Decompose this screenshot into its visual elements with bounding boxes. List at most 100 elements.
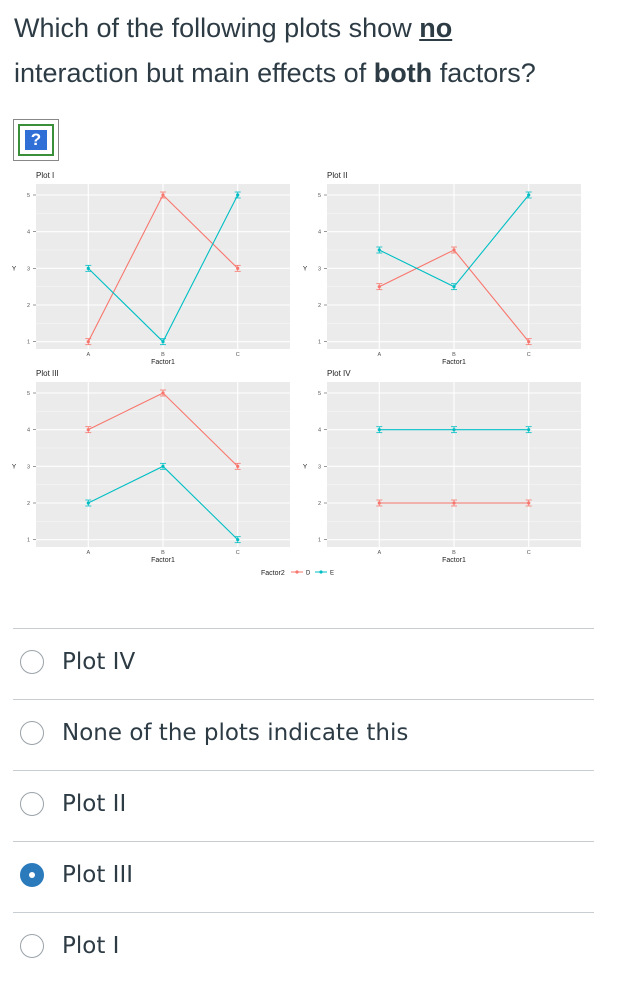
legend-swatch-point [319, 570, 323, 574]
y-tick-label: 3 [318, 464, 321, 470]
x-axis-label: Factor1 [151, 557, 175, 564]
radio-none[interactable] [20, 721, 44, 745]
y-tick-label: 1 [318, 340, 321, 346]
option-label: Plot IV [62, 649, 136, 675]
data-point [161, 391, 165, 395]
data-point [86, 266, 90, 270]
option-plot-i[interactable]: Plot I [20, 925, 580, 969]
legend-title: Factor2 [261, 570, 285, 577]
y-tick-label: 4 [318, 230, 321, 236]
option-plot-iv[interactable]: Plot IV [20, 641, 580, 685]
legend-item-label: E [330, 571, 334, 577]
option-label: Plot II [62, 791, 127, 817]
option-plot-ii[interactable]: Plot II [20, 783, 580, 827]
data-point [452, 285, 456, 289]
x-tick-label: B [452, 550, 456, 556]
data-point [377, 501, 381, 505]
option-label: None of the plots indicate this [62, 720, 409, 746]
plot-panel: Plot III 1 2 3 4 5 A B C Factor1 Y [12, 369, 290, 564]
data-point [236, 193, 240, 197]
y-axis-label: Y [12, 463, 17, 470]
y-tick-label: 3 [27, 464, 30, 470]
data-point [86, 428, 90, 432]
plot-title: Plot II [327, 171, 347, 180]
data-point [161, 193, 165, 197]
radio-plot-ii[interactable] [20, 792, 44, 816]
y-tick-label: 4 [27, 428, 30, 434]
data-point [86, 501, 90, 505]
x-tick-label: C [527, 550, 531, 556]
data-point [236, 538, 240, 542]
y-tick-label: 3 [318, 266, 321, 272]
help-button[interactable]: ? [13, 119, 59, 161]
x-tick-label: A [86, 550, 90, 556]
y-tick-label: 4 [27, 230, 30, 236]
divider [13, 770, 594, 771]
y-axis-label: Y [303, 463, 308, 470]
radio-plot-iii[interactable] [20, 863, 44, 887]
question-emph-no: no [419, 13, 453, 43]
x-tick-label: C [527, 352, 531, 358]
plot-title: Plot I [36, 171, 54, 180]
radio-plot-iv[interactable] [20, 650, 44, 674]
data-point [236, 266, 240, 270]
y-tick-label: 1 [27, 538, 30, 544]
question-emph-both: both [373, 58, 433, 88]
data-point [377, 285, 381, 289]
help-frame: ? [18, 124, 54, 156]
data-point [86, 340, 90, 344]
option-label: Plot III [62, 862, 134, 888]
x-axis-label: Factor1 [442, 359, 466, 366]
option-label: Plot I [62, 933, 120, 959]
data-point [527, 193, 531, 197]
data-point [236, 464, 240, 468]
data-point [377, 248, 381, 252]
y-tick-label: 3 [27, 266, 30, 272]
data-point [452, 501, 456, 505]
option-plot-iii[interactable]: Plot III [20, 854, 580, 898]
x-tick-label: C [236, 550, 240, 556]
x-axis-label: Factor1 [442, 557, 466, 564]
divider [13, 628, 594, 629]
y-tick-label: 5 [318, 391, 321, 397]
option-none[interactable]: None of the plots indicate this [20, 712, 580, 756]
data-point [527, 428, 531, 432]
data-point [527, 340, 531, 344]
data-point [377, 428, 381, 432]
plot-title: Plot IV [327, 369, 351, 378]
plot-panel: Plot IV 1 2 3 4 5 A B C Factor1 Y [303, 369, 581, 564]
x-tick-label: B [161, 352, 165, 358]
x-tick-label: A [377, 550, 381, 556]
y-tick-label: 2 [27, 303, 30, 309]
x-tick-label: B [452, 352, 456, 358]
x-tick-label: C [236, 352, 240, 358]
y-tick-label: 2 [318, 303, 321, 309]
question-part3: factors? [432, 58, 536, 88]
y-tick-label: 5 [318, 193, 321, 199]
y-tick-label: 2 [318, 501, 321, 507]
data-point [161, 340, 165, 344]
x-tick-label: A [377, 352, 381, 358]
help-question-icon: ? [25, 130, 47, 150]
plot-panel: Plot II 1 2 3 4 5 A B C Factor1 Y [303, 171, 581, 366]
plot-title: Plot III [36, 369, 59, 378]
plot-panel: Plot I 1 2 3 4 5 A B C Factor1 Y [12, 171, 290, 366]
x-axis-label: Factor1 [151, 359, 175, 366]
y-tick-label: 1 [318, 538, 321, 544]
question-text: Which of the following plots show no inte… [14, 6, 604, 96]
divider [13, 699, 594, 700]
question-part2: interaction but main effects of [14, 58, 374, 88]
plot-legend: Factor2 D E [261, 570, 334, 577]
y-tick-label: 1 [27, 340, 30, 346]
data-point [527, 501, 531, 505]
legend-item-label: D [306, 571, 311, 577]
divider [13, 912, 594, 913]
y-axis-label: Y [12, 265, 17, 272]
radio-plot-i[interactable] [20, 934, 44, 958]
data-point [452, 248, 456, 252]
y-tick-label: 5 [27, 391, 30, 397]
legend-swatch-point [295, 570, 299, 574]
y-tick-label: 2 [27, 501, 30, 507]
y-tick-label: 5 [27, 193, 30, 199]
x-tick-label: B [161, 550, 165, 556]
